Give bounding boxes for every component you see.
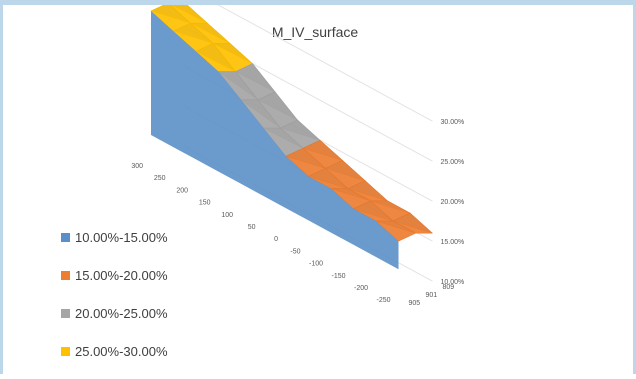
legend-item: 25.00%-30.00% xyxy=(61,341,168,361)
x-tick-label: 0 xyxy=(274,236,278,243)
legend-label: 15.00%-20.00% xyxy=(75,267,168,283)
legend-swatch xyxy=(61,232,70,242)
x-tick-label: 300 xyxy=(131,163,143,170)
surface-facet xyxy=(376,221,399,270)
surface-facet xyxy=(241,99,264,196)
z-gridline xyxy=(217,5,433,122)
x-tick-label: -50 xyxy=(290,248,300,255)
surface-facet xyxy=(196,51,219,172)
legend-swatch xyxy=(61,346,70,356)
surface-facet xyxy=(151,11,174,148)
surface-facet xyxy=(331,188,354,245)
surface-facet xyxy=(263,128,286,209)
z-tick-label: 25.00% xyxy=(441,159,465,166)
legend-item: 20.00%-25.00% xyxy=(61,303,168,323)
surface-facet xyxy=(286,156,309,221)
x-tick-label: -100 xyxy=(309,261,323,268)
legend-label: 25.00%-30.00% xyxy=(75,343,168,359)
surface-facet xyxy=(308,176,331,233)
z-tick-label: 15.00% xyxy=(441,239,465,246)
z-tick-label: 30.00% xyxy=(441,119,465,126)
surface-facet xyxy=(218,71,241,184)
chart-title: M_IV_surface xyxy=(272,24,359,40)
y-tick-label: 905 xyxy=(409,300,421,307)
x-tick-label: 50 xyxy=(248,224,256,231)
z-tick-label: 10.00% xyxy=(441,279,465,286)
legend-item: 15.00%-20.00% xyxy=(61,265,168,285)
x-tick-label: 250 xyxy=(154,175,166,182)
surface-chart: M_IV_surface 300 250 200 150 100 50 0 -50 -100 -1… xyxy=(131,5,465,307)
legend-item: 10.00%-15.00% xyxy=(61,227,168,247)
legend: 10.00%-15.00% 15.00%-20.00% 20.00%-25.00% 2… xyxy=(61,227,168,379)
x-tick-label: -200 xyxy=(354,285,368,292)
x-tick-label: -150 xyxy=(331,273,345,280)
legend-swatch xyxy=(61,270,70,280)
x-tick-label: 100 xyxy=(221,212,233,219)
x-tick-label: -250 xyxy=(376,297,390,304)
legend-label: 10.00%-15.00% xyxy=(75,229,168,245)
x-tick-label: 200 xyxy=(176,187,188,194)
legend-label: 20.00%-25.00% xyxy=(75,305,168,321)
x-tick-label: 150 xyxy=(199,200,211,207)
surface-facet xyxy=(353,208,376,257)
y-tick-label: 809 xyxy=(443,284,455,291)
z-tick-label: 20.00% xyxy=(441,199,465,206)
legend-swatch xyxy=(61,308,70,318)
y-tick-label: 901 xyxy=(426,292,438,299)
surface-facet xyxy=(173,31,196,160)
